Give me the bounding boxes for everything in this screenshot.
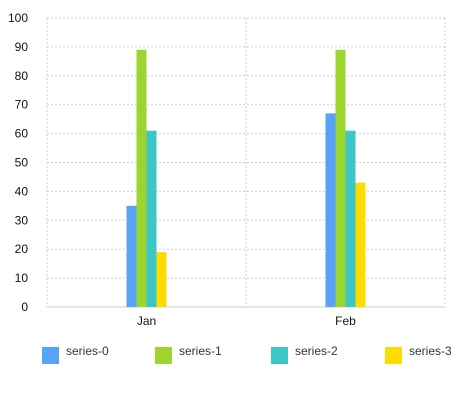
y-tick-label: 50 bbox=[15, 156, 29, 170]
y-tick-label: 60 bbox=[15, 127, 29, 141]
bars bbox=[126, 49, 366, 308]
legend-swatch bbox=[385, 347, 402, 364]
y-tick-label: 40 bbox=[15, 184, 29, 198]
bar-series-0-Jan[interactable] bbox=[126, 205, 137, 307]
bar-series-1-Jan[interactable] bbox=[136, 49, 147, 307]
bar-series-2-Jan[interactable] bbox=[146, 130, 157, 307]
x-axis: Jan Feb bbox=[137, 314, 356, 328]
legend-item-series-1[interactable]: series-1 bbox=[155, 344, 222, 364]
bar-series-0-Feb[interactable] bbox=[325, 113, 336, 308]
bar-series-3-Jan[interactable] bbox=[156, 252, 167, 307]
legend-item-series-0[interactable]: series-0 bbox=[42, 344, 109, 364]
bar-series-2-Feb[interactable] bbox=[345, 130, 356, 307]
legend-label: series-0 bbox=[66, 344, 109, 358]
legend-label: series-2 bbox=[295, 344, 338, 358]
y-tick-label: 80 bbox=[15, 69, 29, 83]
legend: series-0 series-1 series-2 series-3 bbox=[42, 344, 452, 364]
grid bbox=[46, 17, 446, 308]
y-tick-label: 30 bbox=[15, 213, 29, 227]
y-tick-label: 90 bbox=[15, 40, 29, 54]
y-tick-label: 100 bbox=[8, 11, 28, 25]
x-tick-label: Feb bbox=[335, 314, 356, 328]
legend-label: series-1 bbox=[179, 344, 222, 358]
x-tick-label: Jan bbox=[137, 314, 156, 328]
y-tick-label: 0 bbox=[21, 300, 28, 314]
legend-swatch bbox=[155, 347, 172, 364]
bar-series-1-Feb[interactable] bbox=[335, 49, 346, 307]
y-axis: 0 10 20 30 40 50 60 70 80 90 100 bbox=[8, 11, 28, 314]
legend-swatch bbox=[42, 347, 59, 364]
legend-item-series-2[interactable]: series-2 bbox=[271, 344, 338, 364]
y-tick-label: 20 bbox=[15, 242, 29, 256]
legend-label: series-3 bbox=[409, 344, 452, 358]
bar-series-3-Feb[interactable] bbox=[355, 182, 366, 307]
legend-item-series-3[interactable]: series-3 bbox=[385, 344, 452, 364]
y-tick-label: 70 bbox=[15, 98, 29, 112]
y-tick-label: 10 bbox=[15, 271, 29, 285]
legend-swatch bbox=[271, 347, 288, 364]
